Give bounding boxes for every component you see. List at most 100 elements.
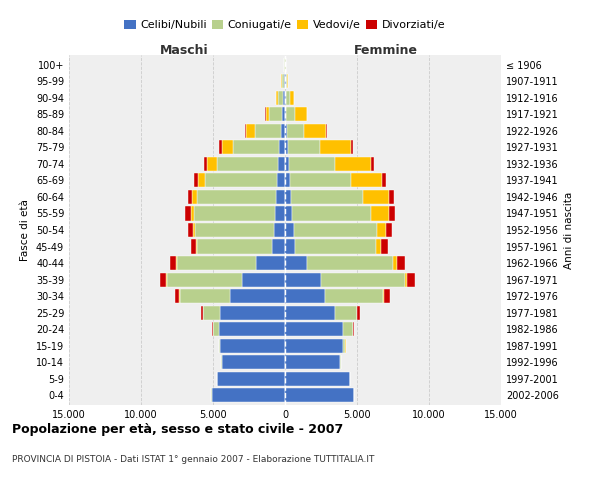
Bar xyxy=(285,372,350,386)
Bar xyxy=(272,240,285,254)
Bar xyxy=(185,206,191,220)
Bar xyxy=(283,91,285,105)
Bar xyxy=(307,256,393,270)
Bar xyxy=(287,124,304,138)
Bar xyxy=(285,223,293,237)
Bar xyxy=(285,206,292,220)
Bar xyxy=(371,157,374,171)
Bar xyxy=(197,240,272,254)
Bar xyxy=(335,157,371,171)
Bar xyxy=(194,174,198,188)
Bar xyxy=(325,289,383,303)
Legend: Celibi/Nubili, Coniugati/e, Vedovi/e, Divorziati/e: Celibi/Nubili, Coniugati/e, Vedovi/e, Di… xyxy=(120,15,450,34)
Bar xyxy=(219,322,285,336)
Bar xyxy=(217,157,278,171)
Bar xyxy=(285,256,307,270)
Bar xyxy=(219,338,220,352)
Bar xyxy=(242,272,285,286)
Bar xyxy=(295,240,376,254)
Bar xyxy=(205,174,277,188)
Bar xyxy=(358,306,359,320)
Bar xyxy=(196,240,197,254)
Bar xyxy=(220,306,285,320)
Bar xyxy=(285,240,295,254)
Bar xyxy=(326,124,327,138)
Bar xyxy=(351,140,353,154)
Bar xyxy=(407,272,415,286)
Bar xyxy=(286,74,287,88)
Bar xyxy=(281,74,284,88)
Bar xyxy=(160,272,166,286)
Bar xyxy=(386,223,392,237)
Bar xyxy=(340,355,341,369)
Bar xyxy=(191,206,194,220)
Bar xyxy=(180,289,230,303)
Bar xyxy=(255,124,281,138)
Bar xyxy=(389,206,395,220)
Bar xyxy=(191,240,196,254)
Bar xyxy=(295,108,307,122)
Bar xyxy=(287,74,289,88)
Bar xyxy=(353,322,354,336)
Bar xyxy=(290,174,350,188)
Bar xyxy=(293,223,377,237)
Y-axis label: Fasce di età: Fasce di età xyxy=(20,199,30,261)
Bar xyxy=(233,140,279,154)
Bar xyxy=(205,157,207,171)
Bar xyxy=(220,140,221,154)
Bar xyxy=(304,124,326,138)
Bar xyxy=(285,108,286,122)
Bar xyxy=(170,256,176,270)
Bar xyxy=(203,306,220,320)
Bar xyxy=(230,289,285,303)
Bar xyxy=(245,124,246,138)
Bar xyxy=(193,223,195,237)
Bar xyxy=(397,256,405,270)
Bar xyxy=(279,140,285,154)
Bar xyxy=(285,74,286,88)
Bar xyxy=(350,174,382,188)
Bar xyxy=(389,190,394,204)
Bar xyxy=(278,157,285,171)
Bar xyxy=(363,190,389,204)
Bar xyxy=(285,174,290,188)
Bar xyxy=(195,223,274,237)
Bar xyxy=(292,206,371,220)
Bar xyxy=(217,372,285,386)
Y-axis label: Anni di nascita: Anni di nascita xyxy=(564,192,574,268)
Bar xyxy=(285,289,325,303)
Bar xyxy=(213,322,219,336)
Text: PROVINCIA DI PISTOIA - Dati ISTAT 1° gennaio 2007 - Elaborazione TUTTITALIA.IT: PROVINCIA DI PISTOIA - Dati ISTAT 1° gen… xyxy=(12,455,374,464)
Bar xyxy=(371,206,389,220)
Bar xyxy=(246,124,255,138)
Bar xyxy=(286,91,290,105)
Bar xyxy=(285,140,288,154)
Bar xyxy=(393,256,397,270)
Bar xyxy=(277,190,285,204)
Bar xyxy=(269,108,282,122)
Bar xyxy=(343,322,353,336)
Bar xyxy=(291,190,363,204)
Bar xyxy=(274,223,285,237)
Bar xyxy=(285,322,343,336)
Bar xyxy=(212,388,285,402)
Bar xyxy=(277,174,285,188)
Bar xyxy=(404,272,407,286)
Bar xyxy=(288,140,320,154)
Bar xyxy=(177,256,256,270)
Bar xyxy=(285,157,289,171)
Bar xyxy=(198,174,205,188)
Text: Maschi: Maschi xyxy=(160,44,209,57)
Bar xyxy=(343,338,346,352)
Bar xyxy=(285,306,335,320)
Text: Popolazione per età, sesso e stato civile - 2007: Popolazione per età, sesso e stato civil… xyxy=(12,422,343,436)
Bar xyxy=(285,388,354,402)
Bar xyxy=(192,190,197,204)
Bar xyxy=(256,256,285,270)
Bar xyxy=(382,174,386,188)
Bar xyxy=(285,190,291,204)
Bar xyxy=(266,108,269,122)
Bar xyxy=(277,91,278,105)
Bar xyxy=(290,91,294,105)
Bar xyxy=(285,272,321,286)
